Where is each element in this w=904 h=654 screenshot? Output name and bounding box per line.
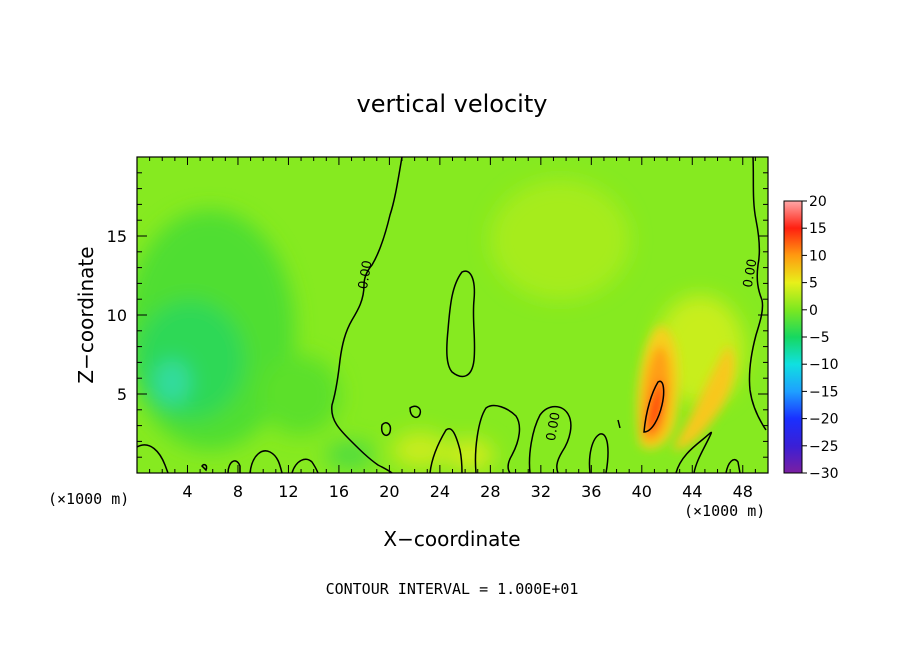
updraft-shade-band [672,345,735,450]
field-shade [137,300,245,420]
small-closed-contour [380,422,392,437]
colorbar-tick-label: −20 [809,412,839,428]
colorbar-tick-label: −10 [809,357,839,373]
x-axis-label: X−coordinate [383,527,520,551]
colorbar-tick-label: −30 [809,466,839,482]
x-tick-label: 48 [733,482,753,501]
x-tick-label: 40 [632,482,652,501]
contour-label: 0.00 [356,259,376,290]
low-level-contour [474,404,521,473]
x-unit-right: (×1000 m) [684,502,765,520]
low-level-contour [588,433,609,473]
low-level-contour [227,460,241,473]
x-tick-label: 24 [430,482,450,501]
x-tick-label: 36 [581,482,601,501]
colorbar-ticks: 20 15 10 5 0 −5 −10 −15 −20 −25 −30 [802,194,839,482]
y-tick-label: 5 [117,385,127,404]
y-axis: 5 10 15 [107,172,768,458]
colorbar-tick-label: 0 [809,303,818,319]
updraft-inner-contour [643,380,665,433]
x-unit-left: (×1000 m) [48,490,129,508]
colorbar-tick-label: −5 [809,330,830,346]
colorbar-tick-label: 10 [809,248,827,264]
low-level-contour [675,431,713,473]
closed-zero-contour [446,270,476,378]
zero-contour-right [748,157,767,431]
field-shade [490,180,630,300]
low-level-contour [429,428,463,473]
field-shade [326,441,374,469]
contour-label: 0.00 [741,258,761,289]
colorbar-tick-label: −15 [809,384,839,400]
x-tick-label: 32 [531,482,551,501]
chart-title: vertical velocity [357,90,548,118]
field-shade [392,432,448,468]
contour-label: 0.00 [544,411,564,442]
small-closed-contour [201,463,208,472]
x-axis: 4 8 12 16 20 24 28 32 36 40 44 48 [136,157,769,501]
contour-interval-note: CONTOUR INTERVAL = 1.000E+01 [326,580,579,598]
contour-labels: 0.00 0.00 0.00 [356,258,761,442]
low-level-contour [725,458,741,473]
low-level-contour [137,444,169,473]
low-level-contour [249,450,283,473]
low-level-contour [291,458,319,473]
plot-area: 0.00 0.00 0.00 [137,157,768,473]
small-closed-contour [409,405,422,419]
colorbar-tick-label: 5 [809,276,818,292]
x-tick-label: 16 [329,482,349,501]
updraft-shade-core [646,380,664,433]
zero-contours [137,157,767,473]
x-tick-label: 20 [379,482,399,501]
y-axis-label: Z−coordinate [74,246,98,383]
field-shade [260,355,340,435]
colorbar-tick-label: 15 [809,221,827,237]
colorbar-tick-label: 20 [809,194,827,210]
colorbar-gradient [783,200,803,474]
low-level-contour [528,405,572,473]
x-tick-label: 12 [278,482,298,501]
field-shade [446,439,494,471]
field-shade [154,360,190,404]
small-closed-contour [617,419,621,429]
y-tick-label: 15 [107,227,127,246]
x-tick-label: 4 [182,482,192,501]
x-tick-label: 44 [682,482,702,501]
x-tick-label: 28 [480,482,500,501]
y-tick-label: 10 [107,306,127,325]
colorbar: 20 15 10 5 0 −5 −10 −15 −20 −25 −30 [783,194,839,482]
zero-contour-main [331,157,403,473]
colorbar-tick-label: −25 [809,439,839,455]
x-tick-label: 8 [233,482,243,501]
